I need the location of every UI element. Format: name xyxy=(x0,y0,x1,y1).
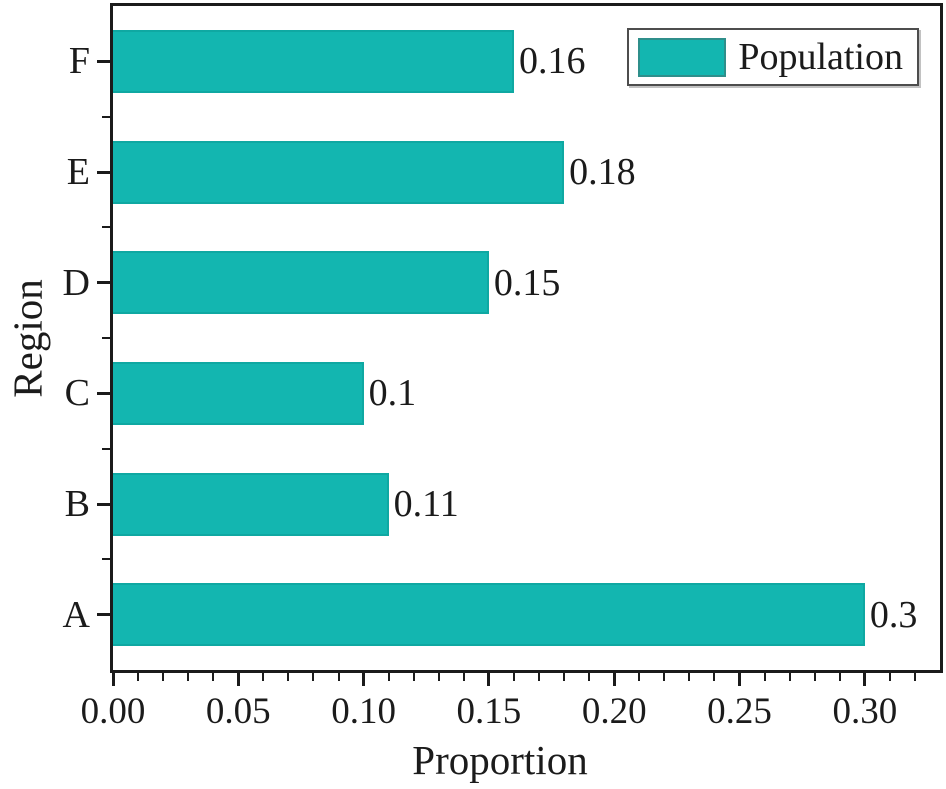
x-minor-tick xyxy=(312,673,315,681)
bar-E xyxy=(113,140,565,204)
y-tick-label-D: D xyxy=(62,261,90,304)
x-minor-tick xyxy=(387,673,390,681)
x-minor-tick xyxy=(888,673,891,681)
x-tick-label-0.00: 0.00 xyxy=(80,691,146,732)
y-major-tick xyxy=(97,613,110,617)
x-major-tick xyxy=(612,673,616,686)
x-major-tick xyxy=(236,673,240,686)
y-tick-label-B: B xyxy=(64,483,90,525)
legend-swatch-icon xyxy=(638,37,727,77)
x-minor-tick xyxy=(538,673,541,681)
x-minor-tick xyxy=(437,673,440,681)
bar-D xyxy=(113,251,489,315)
y-tick-label-A: A xyxy=(62,593,90,636)
x-minor-tick xyxy=(688,673,691,681)
x-axis-title: Proportion xyxy=(412,737,588,783)
x-minor-tick xyxy=(162,673,165,681)
bar-value-label: 0.1 xyxy=(368,372,417,415)
x-minor-tick xyxy=(137,673,140,681)
x-minor-tick xyxy=(838,673,841,681)
y-major-tick xyxy=(97,281,110,285)
x-major-tick xyxy=(487,673,491,686)
y-major-tick xyxy=(97,502,110,506)
bar-B xyxy=(113,472,389,536)
x-major-tick xyxy=(362,673,366,686)
x-tick-label-0.30: 0.30 xyxy=(832,691,898,732)
plot-area: 0.16 0.18 0.15 0.1 0.11 0.3 Population xyxy=(110,3,943,673)
y-tick-label-E: E xyxy=(66,151,90,193)
y-minor-tick xyxy=(102,337,110,339)
y-axis-title: Region xyxy=(4,279,51,398)
y-tick-label-C: C xyxy=(64,372,90,415)
x-tick-label-0.10: 0.10 xyxy=(331,691,396,732)
x-minor-tick xyxy=(913,673,916,681)
x-minor-tick xyxy=(813,673,816,681)
x-tick-label-0.15: 0.15 xyxy=(456,691,522,732)
bar-value-label: 0.11 xyxy=(393,483,459,525)
bar-value-label: 0.16 xyxy=(518,40,586,83)
bar-value-label: 0.18 xyxy=(569,151,636,193)
x-major-tick xyxy=(738,673,741,686)
x-minor-tick xyxy=(638,673,641,681)
x-minor-tick xyxy=(287,673,290,681)
y-major-tick xyxy=(97,170,110,174)
bar-F xyxy=(113,29,514,93)
x-minor-tick xyxy=(512,673,515,681)
x-minor-tick xyxy=(212,673,215,681)
y-major-tick xyxy=(97,59,110,63)
x-minor-tick xyxy=(337,673,340,681)
x-minor-tick xyxy=(187,673,190,681)
legend: Population xyxy=(627,28,919,86)
x-major-tick xyxy=(111,673,115,686)
x-minor-tick xyxy=(763,673,766,681)
x-tick-label-0.20: 0.20 xyxy=(581,691,647,732)
x-minor-tick xyxy=(262,673,265,681)
legend-label: Population xyxy=(738,36,903,78)
x-minor-tick xyxy=(788,673,791,681)
x-major-tick xyxy=(863,673,867,686)
y-minor-tick xyxy=(102,558,110,561)
x-minor-tick xyxy=(462,673,465,681)
bar-value-label: 0.3 xyxy=(869,593,918,636)
y-tick-label-F: F xyxy=(68,40,90,83)
x-tick-label-0.25: 0.25 xyxy=(707,691,772,732)
bar-A xyxy=(113,583,865,647)
y-minor-tick xyxy=(102,226,110,229)
y-major-tick xyxy=(97,391,110,395)
bar-value-label: 0.15 xyxy=(493,261,561,304)
bar-C xyxy=(113,361,364,425)
x-minor-tick xyxy=(563,673,566,681)
x-minor-tick xyxy=(412,673,415,681)
y-minor-tick xyxy=(102,447,110,450)
y-minor-tick xyxy=(102,115,110,118)
x-minor-tick xyxy=(713,673,716,681)
x-tick-label-0.05: 0.05 xyxy=(205,691,271,732)
x-minor-tick xyxy=(663,673,666,681)
x-minor-tick xyxy=(588,673,591,681)
